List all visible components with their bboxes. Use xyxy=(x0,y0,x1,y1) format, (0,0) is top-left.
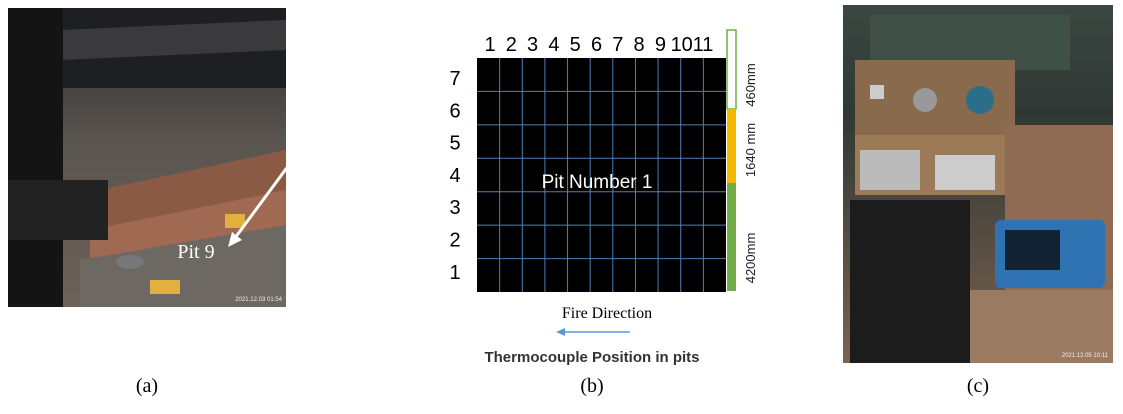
depth-bar xyxy=(727,183,736,291)
row-label: 1 xyxy=(449,262,460,284)
diagram xyxy=(477,30,736,292)
timestamp: 2021.12.05 10:11 xyxy=(1062,353,1109,359)
row-label: 6 xyxy=(449,100,460,122)
column-label: 7 xyxy=(612,34,623,56)
row-label: 4 xyxy=(449,165,460,187)
figure: Pit 1 Pit 9 2021.12.03 01:54 (a) Pit Num… xyxy=(0,0,1123,414)
row-label: 3 xyxy=(449,197,460,219)
column-label: 9 xyxy=(655,34,666,56)
photo-c xyxy=(843,5,1113,363)
column-label: 6 xyxy=(591,34,602,56)
column-label: 5 xyxy=(570,34,581,56)
diagram-title: Thermocouple Position in pits xyxy=(484,349,699,366)
column-label: 3 xyxy=(527,34,538,56)
caption: (b) xyxy=(580,375,603,397)
direction-arrow xyxy=(556,328,630,336)
depth-bar xyxy=(727,109,736,183)
column-label: 4 xyxy=(548,34,559,56)
center-label: Pit Number 1 xyxy=(542,172,653,193)
depth-label: 460mm xyxy=(743,63,758,106)
photo-a xyxy=(8,8,300,307)
row-label: 7 xyxy=(449,68,460,90)
annotation: Pit 9 xyxy=(177,241,214,263)
column-label: 1 xyxy=(484,34,495,56)
annotation: Pit 1 xyxy=(318,123,355,145)
caption: (a) xyxy=(136,375,158,397)
depth-label: 4200mm xyxy=(743,233,758,284)
page: Pit 1 Pit 9 2021.12.03 01:54 (a) Pit Num… xyxy=(0,0,1123,414)
depth-label: 1640 mm xyxy=(743,123,758,177)
row-label: 5 xyxy=(449,133,460,155)
direction-label: Fire Direction xyxy=(562,305,652,322)
column-label: 11 xyxy=(693,34,714,56)
column-label: 8 xyxy=(634,34,645,56)
column-label: 10 xyxy=(671,34,693,56)
caption: (c) xyxy=(967,375,989,397)
column-label: 2 xyxy=(506,34,517,56)
depth-bar xyxy=(727,30,736,109)
timestamp: 2021.12.03 01:54 xyxy=(235,297,282,303)
row-label: 2 xyxy=(449,230,460,252)
